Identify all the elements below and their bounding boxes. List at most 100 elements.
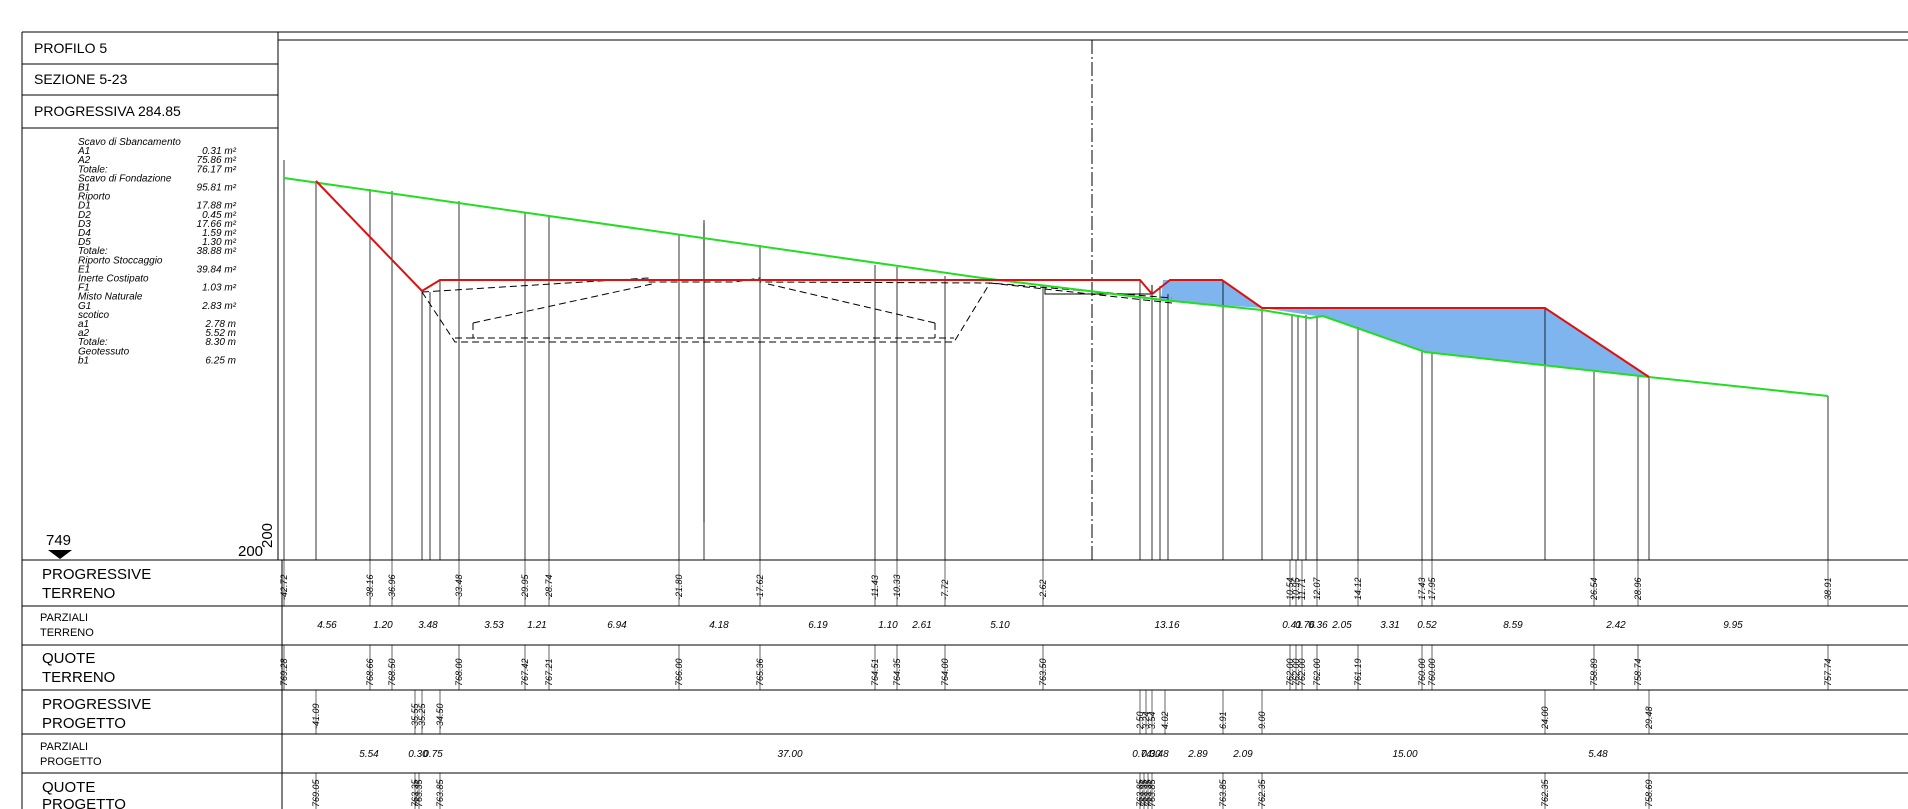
quantity-label: B1 — [78, 183, 90, 194]
parz-terreno-label-1: PARZIALI — [40, 612, 88, 624]
quantity-label: Totale: — [78, 337, 108, 348]
quote-terreno-value: 766.00 — [674, 658, 684, 686]
quantity-label: Inerte Costipato — [78, 274, 149, 285]
quote-terreno-value: 762.00 — [1312, 658, 1322, 686]
quantity-label: E1 — [78, 264, 90, 275]
quantity-label: Scavo di Sbancamento — [78, 137, 181, 148]
prog-progetto-value: -35.55 — [410, 702, 420, 729]
quote-terreno-value: 767.21 — [544, 658, 554, 686]
parz-terreno-value: 2.42 — [1605, 620, 1626, 631]
quantity-value: 2.83 m² — [201, 301, 237, 312]
quantity-label: b1 — [78, 355, 89, 366]
quantity-label: Scavo di Fondazione — [78, 173, 172, 184]
parz-progetto-label-2: PROGETTO — [40, 756, 102, 768]
quote-terreno-value: 769.28 — [279, 658, 289, 686]
prog-terreno-label-2: TERRENO — [42, 585, 115, 602]
foundation-dashed — [421, 277, 1173, 343]
progressive-title: PROGRESSIVA 284.85 — [34, 103, 181, 119]
prog-progetto-value: 9.00 — [1257, 711, 1267, 729]
quantity-value: 17.66 m² — [197, 219, 237, 230]
profile-title: PROFILO 5 — [34, 40, 107, 56]
station-verticals — [283, 160, 1829, 560]
quantity-value: 6.25 m — [205, 355, 236, 366]
quantity-label: Totale: — [78, 164, 108, 175]
parz-terreno-value: 3.48 — [418, 620, 438, 631]
prog-terreno-value: 26.54 — [1589, 577, 1599, 601]
quote-progetto-value: 763.85 — [435, 778, 445, 807]
prog-terreno-value: 38.91 — [1823, 577, 1833, 600]
quantity-value: 1.03 m² — [202, 283, 237, 294]
parz-terreno-value: 1.10 — [878, 620, 898, 631]
quantity-label: G1 — [78, 301, 91, 312]
datum-elevation: 749 — [46, 532, 71, 549]
parz-progetto-value: 0.48 — [1149, 749, 1169, 760]
prog-progetto-label-1: PROGRESSIVE — [42, 696, 151, 713]
quantity-value: 39.84 m² — [197, 264, 237, 275]
parz-progetto-value: 5.54 — [359, 749, 379, 760]
quote-terreno-value: 761.19 — [1353, 658, 1363, 686]
prog-progetto-value: 29.48 — [1644, 706, 1654, 730]
quantity-label: F1 — [78, 283, 90, 294]
prog-terreno-value: -11.43 — [870, 575, 880, 600]
prog-terreno-value: -42.72 — [279, 574, 289, 600]
prog-terreno-value: -17.62 — [755, 574, 765, 600]
scale-label-horizontal: 200 — [238, 543, 263, 560]
quote-terreno-value: 767.42 — [520, 658, 530, 686]
parz-terreno-value: 0.52 — [1417, 620, 1437, 631]
quote-progetto-value: 762.35 — [1540, 778, 1550, 807]
prog-progetto-value: -34.50 — [435, 703, 445, 729]
quantity-value: 0.31 m² — [202, 146, 237, 157]
prog-terreno-value: -10.33 — [892, 574, 902, 600]
prog-terreno-value: 10.54 — [1285, 577, 1295, 600]
quote-terreno-value: 768.66 — [365, 658, 375, 686]
prog-progetto-value: 3.54 — [1147, 711, 1157, 729]
quantity-label: Totale: — [78, 246, 108, 257]
quote-terreno-value: 762.00 — [1297, 658, 1307, 686]
quantity-value: 8.30 m — [205, 337, 236, 348]
quantity-label: Geotessuto — [78, 346, 130, 357]
quantity-value: 1.30 m² — [202, 237, 237, 248]
prog-terreno-value: 11.71 — [1297, 578, 1307, 600]
parz-progetto-value: 5.48 — [1588, 749, 1608, 760]
quote-progetto-label-2: PROGETTO — [42, 796, 126, 809]
quote-terreno-value: 757.74 — [1823, 658, 1833, 686]
prog-terreno-value: -21.80 — [674, 574, 684, 600]
table-values: -42.72 -38.16 -36.96 -33.48 -29.95 -28.74 -21.… — [279, 560, 1833, 809]
parz-terreno-value: 2.61 — [911, 620, 931, 631]
prog-terreno-value: -29.95 — [520, 573, 530, 600]
quantity-value: 1.59 m² — [202, 228, 237, 239]
quote-progetto-value: 769.05 — [311, 778, 321, 807]
quote-progetto-value: 763.85 — [1135, 778, 1145, 807]
quote-terreno-value: 764.00 — [940, 658, 950, 686]
scale-label-vertical: 200 — [259, 523, 276, 548]
quote-progetto-value: 763.35 — [410, 778, 420, 807]
prog-terreno-value: -28.74 — [544, 574, 554, 600]
quantity-value: 76.17 m² — [197, 164, 237, 175]
prog-terreno-value: -38.16 — [365, 574, 375, 600]
parz-terreno-value: 0.36 — [1308, 620, 1328, 631]
frame — [21, 31, 1908, 809]
prog-terreno-value: 14.12 — [1353, 577, 1363, 600]
quote-progetto-label-1: QUOTE — [42, 779, 95, 796]
quantity-label: Misto Naturale — [78, 292, 143, 303]
parz-progetto-value: 0.75 — [423, 749, 443, 760]
parz-progetto-value: 2.09 — [1232, 749, 1253, 760]
quote-terreno-value: 763.50 — [1038, 658, 1048, 686]
quote-terreno-value: 762.00 — [1285, 658, 1295, 686]
quantity-label: D1 — [78, 201, 91, 212]
parz-progetto-value: 37.00 — [777, 749, 802, 760]
design-profile — [315, 180, 1650, 378]
parz-terreno-value: 0.41 — [1282, 620, 1301, 631]
parz-terreno-value: 1.21 — [527, 620, 546, 631]
quote-terreno-value: 760.00 — [1417, 658, 1427, 686]
parz-progetto-label-1: PARZIALI — [40, 741, 88, 753]
parz-terreno-value: 0.76 — [1295, 620, 1315, 631]
quote-progetto-value: 763.35 — [414, 778, 424, 807]
quantity-value: 0.45 m² — [202, 210, 237, 221]
prog-terreno-value: -2.62 — [1038, 579, 1048, 600]
prog-terreno-value: 10.95 — [1291, 576, 1301, 600]
section-title: SEZIONE 5-23 — [34, 71, 128, 87]
prog-terreno-value: 12.07 — [1312, 576, 1322, 600]
